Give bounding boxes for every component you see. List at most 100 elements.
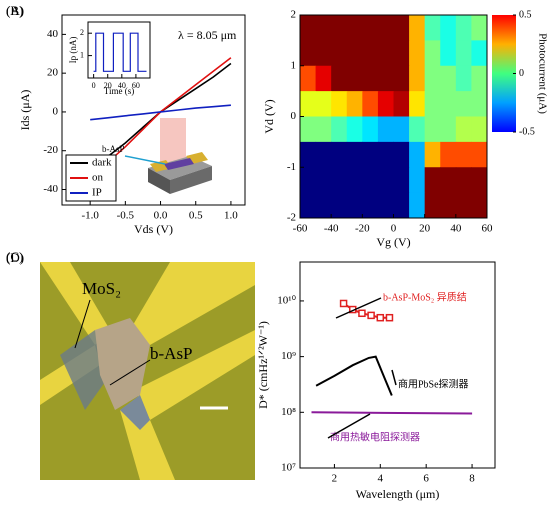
heatmap-cell [393,91,410,117]
heatmap-cell [471,116,488,143]
y-tick-label: 0 [53,105,59,117]
heatmap-cell [362,15,379,41]
y-tick-label: 10⁷ [281,462,296,474]
annotation-arrow [335,297,382,319]
heatmap-cell [300,91,317,117]
y-tick-label: -20 [43,144,58,156]
heatmap-cell [471,167,488,194]
heatmap-cell [346,141,363,168]
heatmap-cell [300,15,317,41]
heatmap-cell [300,116,317,143]
legend-label: dark [92,157,112,169]
x-tick-label: 1.0 [224,210,238,222]
marker [339,299,348,308]
heatmap-cell [455,15,472,41]
y-tick-label: 1 [80,50,84,59]
y-tick-label: 0 [291,110,297,122]
marker [367,311,375,320]
x-axis-label: Time (s) [104,86,134,96]
heatmap-cell [393,167,410,194]
heatmap-cell [346,40,363,67]
heatmap-cell [315,65,332,92]
heatmap-cell [471,15,488,41]
heatmap-cell [409,65,426,92]
heatmap-cell [300,192,317,219]
heatmap-cell [424,40,441,67]
series-label: b-AsP-MoS₂ 异质结 [383,290,467,303]
heatmap-cell [362,116,379,143]
heatmap-cell [300,65,317,92]
y-axis-label: Ids (μA) [18,90,32,131]
panel-label: (A) [6,3,24,18]
x-tick-label: 40 [118,81,126,90]
marker [358,309,366,318]
series-label: 商用热敏电阻探测器 [330,430,420,443]
legend-label: IP [92,187,102,199]
heatmap-cell [362,40,379,67]
micrograph: MoS₂ b-AsP [40,262,255,480]
heatmap-cell [393,116,410,143]
y-tick-label: -1 [287,161,296,173]
heatmap-cell [455,65,472,92]
heatmap-cell [409,141,426,168]
heatmap-cell [455,167,472,194]
heatmap-cell [440,15,457,41]
y-tick-label: 10⁸ [281,406,296,418]
x-tick-label: 60 [132,81,140,90]
x-tick-label: 6 [423,473,429,485]
x-tick-label: -0.5 [117,210,135,222]
heatmap-cell [346,116,363,143]
heatmap-cell [315,192,332,219]
colorbar-label: Photocurrent (μA) [536,33,548,114]
heatmap-cell [424,192,441,219]
x-tick-label: 0 [92,81,96,90]
heatmap-cell [455,91,472,117]
x-axis-label: Vg (V) [376,235,410,249]
x-tick-label: 4 [378,473,384,485]
heatmap-cell [377,65,394,92]
heatmap-cell [393,40,410,67]
heatmap-cell [377,167,394,194]
series-label: 商用PbSe探测器 [398,377,469,390]
annotation: MoS₂ [82,279,121,298]
heatmap-cell [409,15,426,41]
heatmap-cell [471,141,488,168]
heatmap-cell [315,40,332,67]
marker [376,313,385,322]
x-tick-label: 60 [482,223,494,235]
heatmap-cell [471,40,488,67]
heatmap-cell [331,91,348,117]
panel-label: (B) [6,3,23,18]
heatmap-cell [315,15,332,41]
y-tick-label: 10⁹ [281,350,296,362]
x-tick-label: -1.0 [81,210,99,222]
plot-frame [61,14,246,206]
heatmap-cell [377,91,394,117]
y-axis-label: Vd (V) [262,99,276,133]
x-tick-label: 40 [450,223,462,235]
y-tick-label: 2 [80,28,84,37]
heatmap-cell [331,40,348,67]
heatmap-cell [377,141,394,168]
heatmap-cell [440,65,457,92]
heatmap-cell [440,192,457,219]
panel-label: (C) [6,249,23,264]
heatmap-cell [315,116,332,143]
plot-frame [299,261,496,469]
x-tick-label: 0 [391,223,397,235]
heatmap-cell [409,91,426,117]
line [93,32,147,72]
x-tick-label: 20 [419,223,431,235]
heatmap-cell [424,167,441,194]
heatmap-cell [471,192,488,219]
line [90,104,231,121]
legend-label: on [92,172,104,184]
y-tick-label: 40 [47,28,59,40]
heatmap-cell [331,116,348,143]
line [315,355,393,396]
heatmap-cell [455,116,472,143]
heatmap-cell [362,65,379,92]
heatmap-cell [377,40,394,67]
y-tick-label: 2 [291,9,297,21]
